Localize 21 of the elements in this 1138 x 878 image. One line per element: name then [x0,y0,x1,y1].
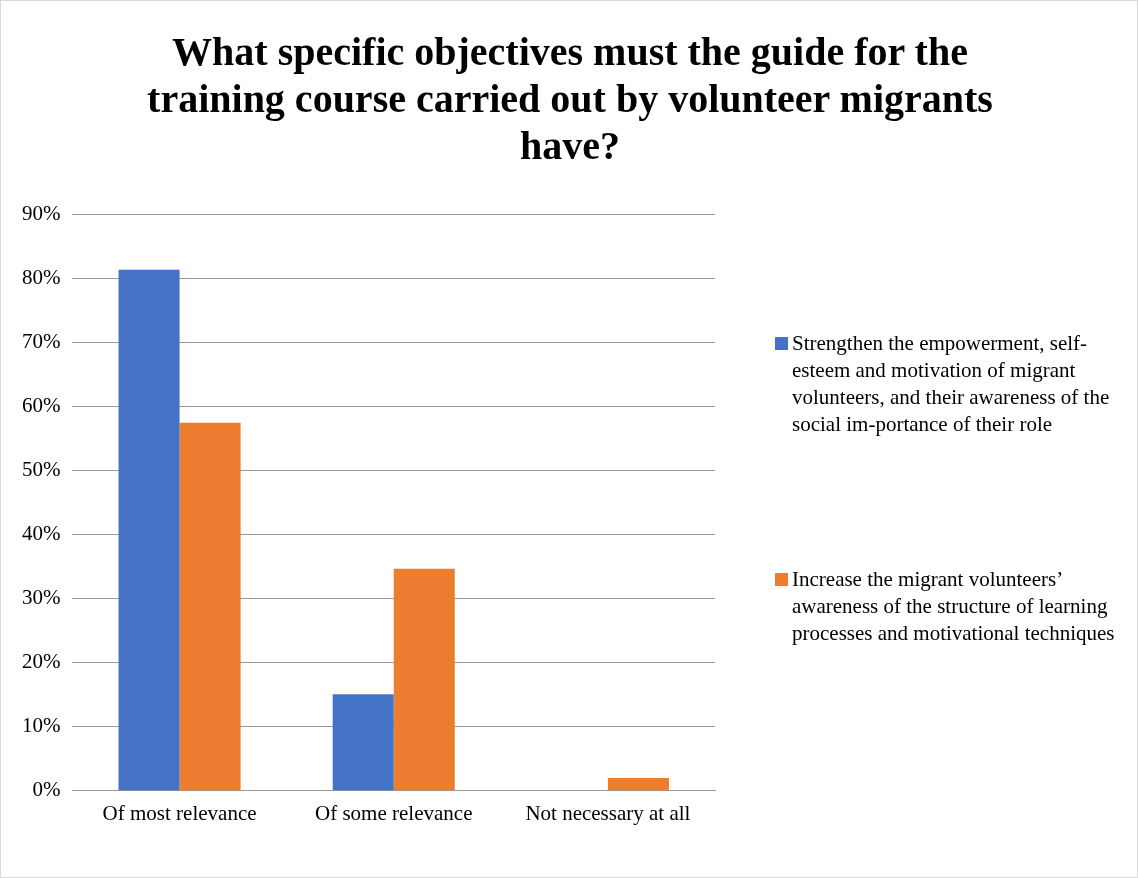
bar [332,694,394,791]
y-tick-label: 20% [21,649,61,674]
x-tick-label: Of some relevance [315,800,473,825]
bar [179,422,241,791]
y-tick-label: 10% [21,713,61,738]
y-tick-label: 90% [21,201,61,226]
bar [118,269,180,791]
x-tick-label: Of most relevance [102,800,257,825]
y-tick-label: 0% [32,777,61,802]
y-tick-label: 60% [21,393,61,418]
legend-label: Strengthen the empowerment, self-esteem and motivation of migrant volunteers, and their awareness of the social im-portance of their role [792,330,1111,438]
y-tick-label: 30% [21,585,61,610]
chart-title: What specific objectives must the guide for the training course carried out by volunteer migrants have? [146,28,994,169]
y-tick-label: 70% [21,329,61,354]
bar [607,778,669,791]
y-tick-label: 80% [21,265,61,290]
y-tick-label: 50% [21,457,61,482]
x-tick-label: Not necessary at all [525,800,691,825]
y-tick-label: 40% [21,521,61,546]
bar [393,568,455,791]
legend-label: Increase the migrant volunteers’ awareness of the structure of learning processes and motivational techniques [792,566,1116,647]
